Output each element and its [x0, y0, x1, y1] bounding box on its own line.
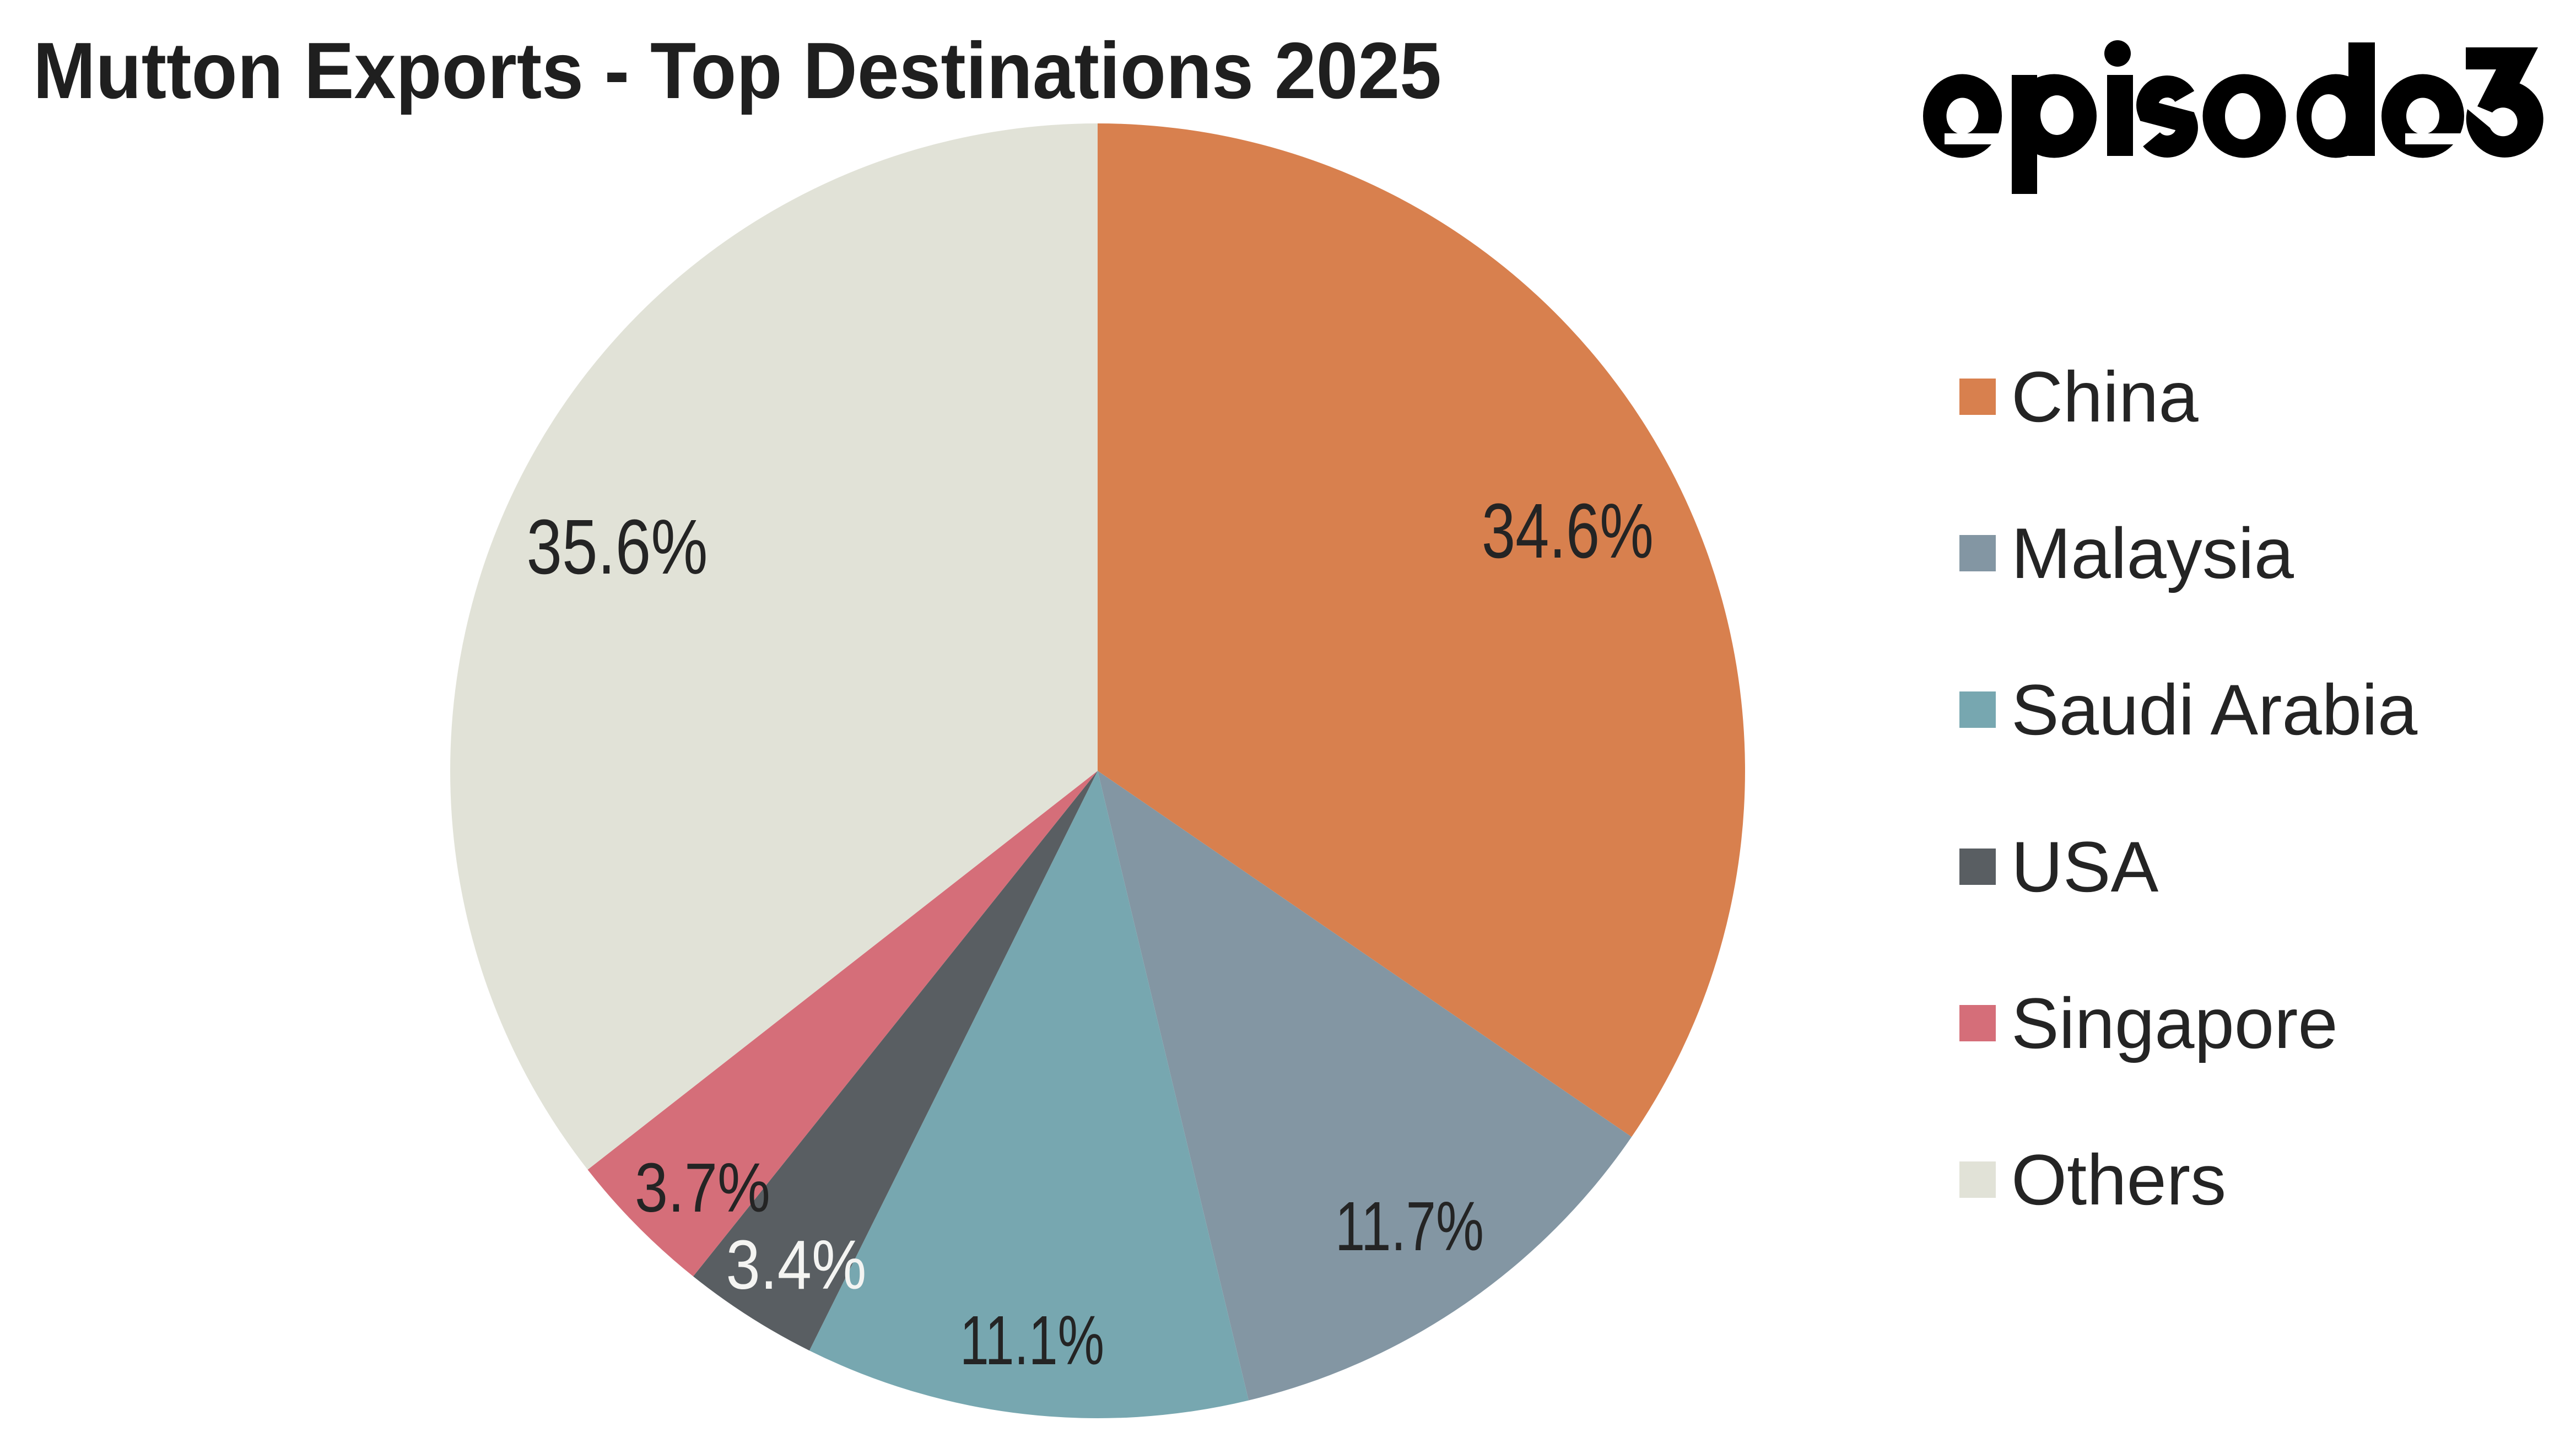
svg-text:3.4%: 3.4%	[726, 1226, 867, 1304]
svg-text:34.6%: 34.6%	[1482, 487, 1654, 574]
svg-text:Others: Others	[2011, 1139, 2226, 1220]
svg-text:Saudi Arabia: Saudi Arabia	[2011, 669, 2418, 750]
svg-text:Malaysia: Malaysia	[2011, 513, 2294, 593]
svg-text:11.1%: 11.1%	[960, 1301, 1104, 1379]
svg-text:China: China	[2011, 356, 2199, 437]
svg-text:3.7%: 3.7%	[635, 1149, 770, 1226]
svg-text:11.7%: 11.7%	[1335, 1187, 1484, 1265]
svg-text:Mutton Exports - Top Destinati: Mutton Exports - Top Destinations 2025	[33, 26, 1441, 115]
svg-text:35.6%: 35.6%	[527, 503, 708, 590]
svg-text:Singapore: Singapore	[2011, 983, 2338, 1063]
svg-text:USA: USA	[2011, 826, 2159, 907]
